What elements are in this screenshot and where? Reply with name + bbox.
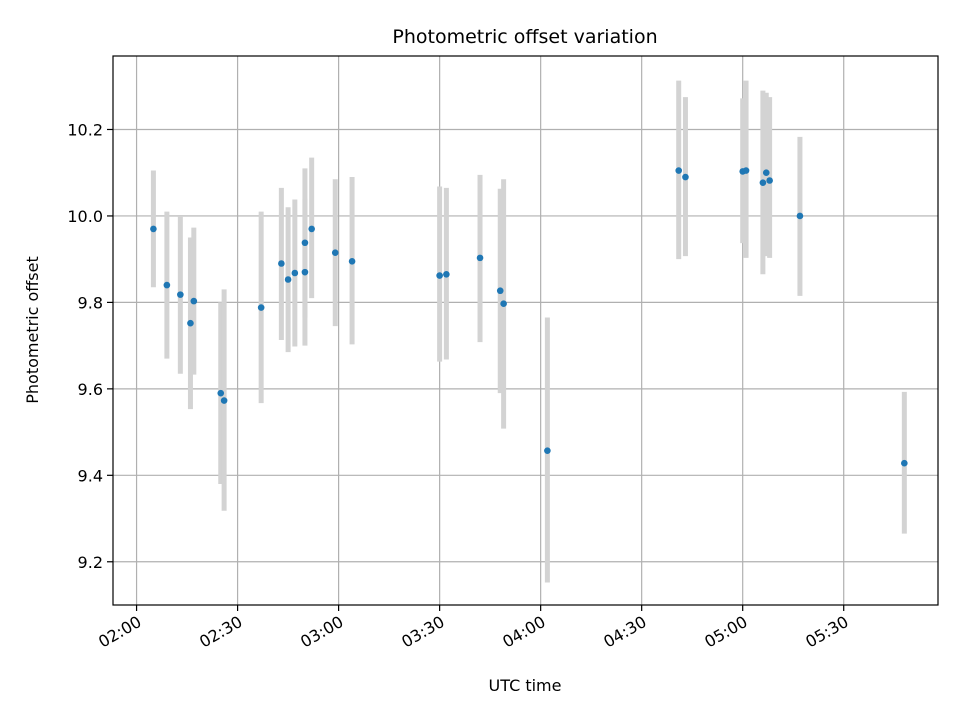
data-point (217, 389, 225, 397)
data-point (301, 239, 309, 247)
data-point (190, 297, 198, 305)
y-axis-label: Photometric offset (23, 256, 42, 404)
data-point (220, 397, 228, 404)
data-point (759, 179, 767, 186)
data-points (150, 167, 908, 467)
data-point (544, 447, 551, 454)
y-tick-label: 9.8 (78, 293, 103, 312)
data-point (476, 254, 484, 262)
data-point (901, 459, 908, 467)
y-tick-label: 9.4 (78, 466, 103, 485)
data-point (301, 268, 309, 276)
data-point (348, 258, 356, 265)
data-point (496, 287, 504, 295)
data-point (331, 249, 339, 256)
data-point (796, 212, 804, 220)
data-point (682, 173, 689, 181)
y-tick-label: 10.0 (67, 207, 103, 226)
y-tick-label: 9.6 (78, 380, 103, 399)
data-point (308, 225, 315, 233)
data-point (443, 271, 450, 278)
x-axis-label: UTC time (489, 676, 562, 695)
data-point (762, 169, 770, 177)
data-point (150, 225, 157, 233)
y-tick-label: 9.2 (78, 553, 103, 572)
data-point (742, 167, 750, 174)
data-point (278, 260, 285, 267)
plot-area-frame (112, 55, 939, 606)
data-point (675, 167, 683, 174)
data-point (766, 177, 773, 184)
y-tick-label: 10.2 (67, 120, 103, 139)
data-point (436, 272, 443, 279)
data-point (187, 319, 194, 327)
data-point (500, 300, 507, 307)
data-point (257, 304, 265, 311)
data-point (163, 281, 171, 289)
data-point (177, 291, 184, 298)
data-point (291, 269, 299, 277)
y-axis-ticks: 9.2 9.4 9.6 9.8 10.0 10.2 (67, 120, 113, 572)
chart-title: Photometric offset variation (392, 26, 657, 48)
data-point (284, 276, 292, 283)
